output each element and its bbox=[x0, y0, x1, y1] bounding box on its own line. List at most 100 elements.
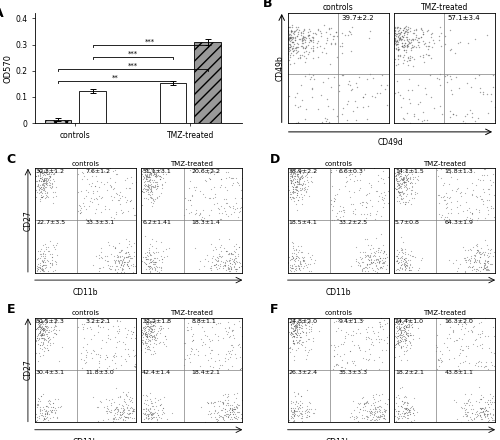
Title: TMZ-treated: TMZ-treated bbox=[421, 4, 468, 12]
Point bbox=[468, 191, 476, 198]
Point bbox=[286, 177, 294, 184]
Point bbox=[358, 395, 366, 402]
Point bbox=[472, 257, 480, 264]
Point bbox=[406, 47, 414, 54]
Point bbox=[397, 331, 405, 338]
Point bbox=[50, 330, 58, 337]
Point bbox=[298, 321, 306, 328]
Point bbox=[140, 337, 148, 345]
Point bbox=[440, 339, 448, 346]
Point bbox=[364, 267, 372, 274]
Point bbox=[118, 265, 126, 272]
Point bbox=[414, 41, 422, 48]
Point bbox=[290, 181, 298, 188]
Point bbox=[45, 326, 53, 333]
Point bbox=[286, 191, 294, 198]
Point bbox=[40, 340, 48, 347]
Point bbox=[228, 181, 236, 188]
Point bbox=[398, 248, 406, 255]
Point bbox=[304, 336, 312, 343]
Point bbox=[396, 330, 404, 337]
Point bbox=[40, 406, 48, 413]
Point bbox=[476, 71, 484, 78]
Point bbox=[36, 335, 44, 342]
Point bbox=[392, 42, 400, 49]
Point bbox=[307, 267, 315, 274]
Point bbox=[184, 319, 192, 326]
Point bbox=[305, 26, 313, 33]
Point bbox=[392, 174, 400, 181]
Point bbox=[402, 404, 410, 411]
Point bbox=[364, 407, 372, 414]
Point bbox=[98, 255, 106, 262]
Point bbox=[480, 260, 488, 267]
Point bbox=[190, 183, 198, 191]
Point bbox=[354, 176, 362, 183]
Point bbox=[144, 319, 152, 326]
Point bbox=[398, 43, 406, 50]
Point bbox=[356, 263, 364, 270]
Point bbox=[36, 168, 44, 175]
Point bbox=[286, 35, 294, 42]
Point bbox=[232, 245, 240, 252]
Point bbox=[376, 264, 384, 271]
Point bbox=[358, 198, 366, 205]
Point bbox=[404, 266, 412, 273]
Point bbox=[42, 180, 50, 187]
Point bbox=[38, 256, 46, 263]
Point bbox=[36, 330, 44, 337]
Point bbox=[225, 257, 233, 264]
Point bbox=[391, 169, 399, 176]
Point bbox=[471, 411, 479, 418]
Text: A: A bbox=[0, 7, 3, 20]
Point bbox=[150, 318, 158, 325]
Point bbox=[130, 329, 138, 336]
Point bbox=[346, 171, 354, 178]
Point bbox=[144, 345, 152, 352]
Point bbox=[224, 414, 232, 421]
Point bbox=[360, 407, 368, 414]
Point bbox=[308, 326, 316, 333]
Point bbox=[468, 329, 476, 336]
Point bbox=[144, 182, 152, 189]
Point bbox=[486, 204, 494, 211]
Point bbox=[36, 168, 44, 175]
Point bbox=[49, 403, 57, 410]
Point bbox=[124, 401, 132, 408]
Point bbox=[121, 355, 129, 362]
Point bbox=[112, 210, 120, 217]
Point bbox=[34, 254, 42, 261]
Point bbox=[478, 345, 486, 352]
Point bbox=[452, 188, 460, 195]
Point bbox=[486, 176, 494, 183]
Point bbox=[80, 334, 88, 341]
Point bbox=[218, 407, 226, 414]
Point bbox=[42, 333, 50, 340]
Point bbox=[42, 408, 50, 415]
Point bbox=[43, 171, 51, 178]
Point bbox=[343, 359, 351, 367]
Point bbox=[400, 57, 408, 64]
Point bbox=[294, 183, 302, 190]
Point bbox=[372, 418, 380, 425]
Point bbox=[138, 170, 146, 177]
Point bbox=[80, 359, 88, 367]
Point bbox=[147, 414, 155, 421]
Point bbox=[35, 335, 43, 342]
Point bbox=[304, 179, 312, 186]
Point bbox=[224, 264, 232, 271]
Point bbox=[395, 182, 403, 189]
Point bbox=[225, 235, 233, 242]
Point bbox=[408, 194, 416, 201]
Point bbox=[148, 326, 156, 334]
Point bbox=[284, 319, 292, 326]
Point bbox=[232, 266, 240, 273]
Point bbox=[298, 253, 306, 260]
Point bbox=[410, 194, 418, 201]
Point bbox=[158, 259, 166, 266]
Point bbox=[365, 334, 373, 341]
Point bbox=[405, 318, 413, 325]
Point bbox=[224, 324, 232, 331]
Point bbox=[301, 407, 309, 414]
Point bbox=[402, 263, 409, 270]
